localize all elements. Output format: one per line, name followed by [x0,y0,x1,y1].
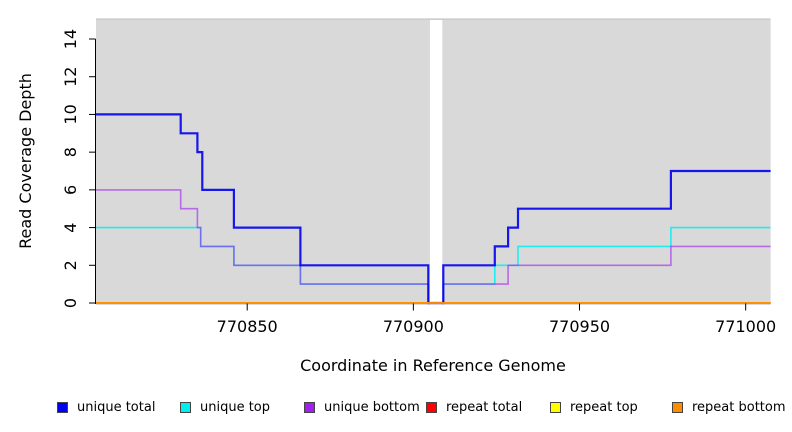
legend-item-unique-top: unique top [180,400,270,415]
y-tick-label: 10 [61,104,80,124]
legend-label: unique top [200,400,271,415]
y-tick-label: 6 [61,185,80,195]
legend-swatch-repeat-bottom [672,402,683,413]
series-line-unique-bottom [96,189,771,304]
y-tick-label: 4 [61,223,80,233]
chart-canvas: 0 2 4 6 8 10 12 14 770850 770900 770950 771000 [61,18,776,336]
series-line-unique-total [96,113,771,305]
legend-label: repeat total [446,400,523,415]
legend-item-unique-bottom: unique bottom [304,400,420,415]
legend-swatch-unique-bottom [304,402,315,413]
x-tick-label: 770850 [217,317,278,336]
x-tick-label: 770950 [549,317,610,336]
x-axis-title: Coordinate in Reference Genome [300,356,566,375]
y-tick-label: 12 [61,67,80,87]
y-axis-title: Read Coverage Depth [16,73,35,249]
legend-label: unique bottom [324,400,420,415]
legend-swatch-repeat-top [550,402,561,413]
y-tick-label: 8 [61,147,80,157]
legend-item-unique-total: unique total [57,400,155,415]
y-tick-label: 0 [61,298,80,308]
legend-label: unique total [77,400,156,415]
y-tick-label: 14 [61,29,80,49]
gap-region [429,20,443,305]
legend-swatch-unique-total [57,402,68,413]
legend-item-repeat-bottom: repeat bottom [672,400,786,415]
x-tick-label: 771000 [715,317,776,336]
legend-swatch-unique-top [180,402,191,413]
legend-item-repeat-top: repeat top [550,400,638,415]
legend-swatch-repeat-total [426,402,437,413]
legend-label: repeat top [570,400,638,415]
x-tick-label: 770900 [383,317,444,336]
y-tick-label: 2 [61,260,80,270]
legend-label: repeat bottom [692,400,786,415]
legend-item-repeat-total: repeat total [426,400,522,415]
